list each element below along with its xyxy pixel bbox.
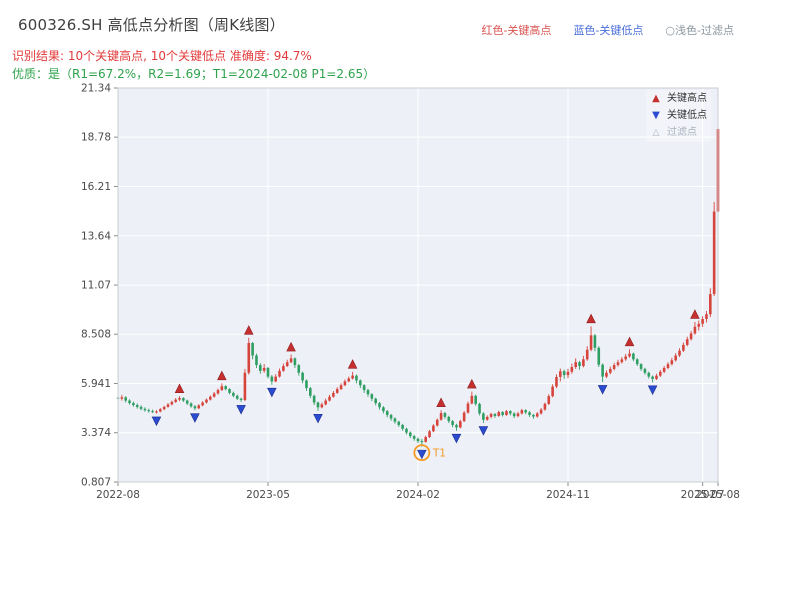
x-tick-label: 2025-08 xyxy=(696,489,740,501)
plot-border xyxy=(117,87,719,483)
top-legend-filtered: ○浅色-过滤点 xyxy=(665,24,734,37)
top-legend-key-low: 蓝色-关键低点 xyxy=(573,24,644,37)
t1-label: T1 xyxy=(432,448,446,460)
page-title: 600326.SH 高低点分析图（周K线图） xyxy=(18,16,285,34)
x-tick-label: 2024-02 xyxy=(396,489,440,501)
legend-filtered-label: 过滤点 xyxy=(667,127,697,138)
y-tick-label: 18.78 xyxy=(81,132,111,144)
y-tick-label: 5.941 xyxy=(81,378,111,390)
y-tick-label: 11.07 xyxy=(81,280,111,292)
top-legend-key-high: 红色-关键高点 xyxy=(481,24,552,37)
filtered-triangle-icon: △ xyxy=(652,128,660,138)
y-tick-label: 16.21 xyxy=(81,181,111,193)
top-legend: 红色-关键高点 蓝色-关键低点 ○浅色-过滤点 xyxy=(481,22,734,38)
y-tick-label: 8.508 xyxy=(81,329,111,341)
legend-key-low-label: 关键低点 xyxy=(667,110,707,121)
y-tick-label: 0.807 xyxy=(81,477,111,489)
key-low-triangle-icon: ▼ xyxy=(652,110,660,121)
recognition-result-line: 识别结果: 10个关键高点, 10个关键低点 准确度: 94.7% xyxy=(12,49,312,63)
key-high-triangle-icon: ▲ xyxy=(652,93,660,104)
t1-circle xyxy=(413,444,431,462)
y-tick-label: 3.374 xyxy=(81,427,111,439)
legend-row-key-high: ▲ 关键高点 xyxy=(650,92,707,106)
x-tick-label: 2025-07 xyxy=(681,489,725,501)
x-tick-label: 2024-11 xyxy=(546,489,590,501)
y-axis: 0.807 3.374 5.941 8.508 11.07 13.64 16.21 18.78… xyxy=(81,83,118,489)
x-tick-label: 2023-05 xyxy=(246,489,290,501)
key-low-markers xyxy=(151,385,658,460)
x-axis: 2022-08 2023-05 2024-02 2024-11 2025-072025-… xyxy=(96,482,740,501)
y-tick-label: 13.64 xyxy=(81,230,111,242)
y-tick-label: 21.34 xyxy=(81,83,111,95)
t1-annotation: T1 xyxy=(413,444,446,462)
legend-key-high-label: 关键高点 xyxy=(667,93,707,104)
legend-row-filtered: △ 过滤点 xyxy=(650,126,707,140)
quality-line: 优质：是（R1=67.2%，R2=1.69；T1=2024-02-08 P1=2… xyxy=(12,67,376,81)
chart-legend: ▲ 关键高点 ▼ 关键低点 △ 过滤点 xyxy=(646,90,711,142)
legend-row-key-low: ▼ 关键低点 xyxy=(650,109,707,123)
x-tick-label: 2022-08 xyxy=(96,489,140,501)
key-high-markers xyxy=(174,309,700,407)
